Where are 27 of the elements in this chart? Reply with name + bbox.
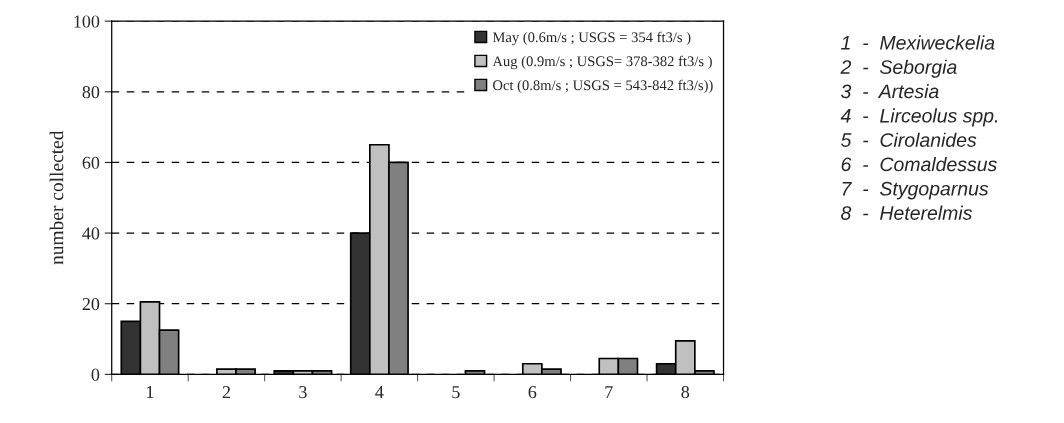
- y-axis-title: number collected: [49, 130, 64, 265]
- y-tick-label: 100: [74, 15, 100, 28]
- legend-label: May (0.6m/s ; USGS = 354 ft3/s ): [492, 31, 691, 46]
- y-tick-label: 0: [91, 368, 100, 381]
- text: 6 - Comaldessus: [841, 156, 997, 172]
- y-tick-label: 40: [82, 227, 100, 240]
- legend-label: Oct (0.8m/s ; USGS = 543-842 ft3/s)): [493, 79, 713, 94]
- text: 3 - Artesia: [841, 84, 939, 99]
- x-tick-label: 7: [605, 386, 613, 398]
- y-tick-label: 60: [82, 156, 100, 169]
- x-tick-label: 5: [452, 386, 460, 399]
- legend-label: Aug (0.9m/s ; USGS= 378-382 ft3/s ): [492, 55, 712, 70]
- text: 1 - Mexiweckelia: [841, 35, 995, 50]
- x-tick-label: 4: [375, 386, 384, 398]
- text: 4 - Lirceolus spp.: [840, 108, 998, 127]
- text: 8 - Heterelmis: [841, 205, 972, 220]
- text: 2 - Seborgia: [840, 59, 957, 78]
- y-tick-label: 20: [82, 297, 100, 311]
- x-tick-label: 8: [681, 385, 690, 399]
- text: 7 - Stygoparnus: [842, 181, 989, 200]
- x-tick-label: 6: [528, 386, 537, 399]
- x-tick-label: 1: [147, 386, 154, 398]
- x-tick-label: 2: [222, 386, 230, 398]
- text: 5 - Cirolanides: [841, 132, 977, 147]
- x-tick-label: 3: [299, 386, 307, 399]
- y-tick-label: 80: [82, 86, 100, 99]
- bar: [464, 369, 486, 375]
